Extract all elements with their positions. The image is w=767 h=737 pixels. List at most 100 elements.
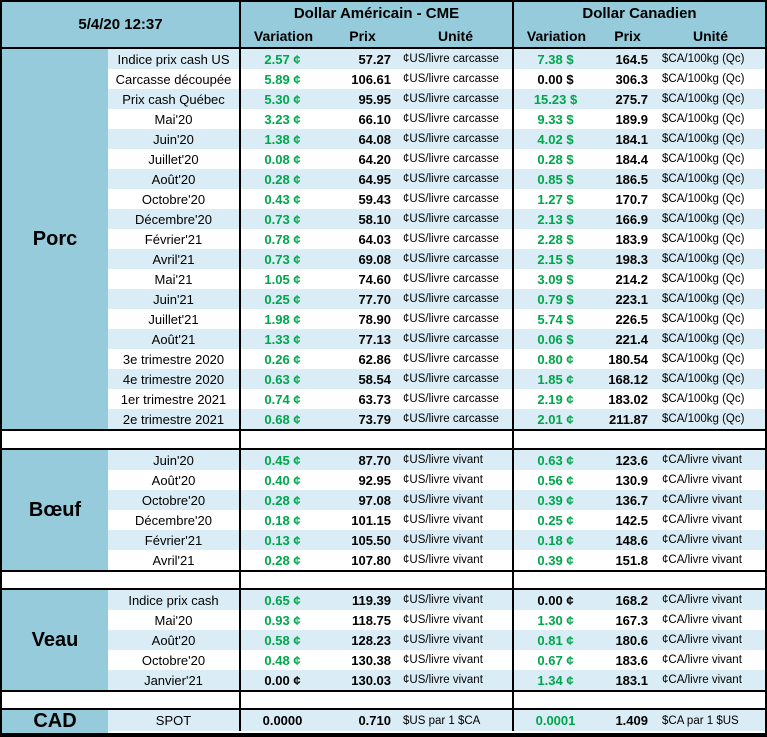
us-unit-cell: ¢US/livre vivant (403, 534, 483, 546)
row-label-cell: Décembre'20 (135, 211, 212, 227)
ca-unit-cell: ¢CA/livre vivant (662, 514, 742, 526)
us-variation-cell: 0.28 ¢ (239, 550, 324, 570)
ca-unit-cell: ¢CA/livre vivant (662, 614, 742, 626)
us-variation-cell: 0.0000 (239, 710, 324, 731)
us-variation-cell: 0.28 ¢ (239, 169, 324, 189)
row-label-cell: Indice prix cash (128, 592, 219, 608)
ca-unit-cell: ¢CA/livre vivant (662, 554, 742, 566)
us-variation-cell: 1.98 ¢ (239, 309, 324, 329)
table-header: 5/4/20 12:37 Dollar Américain - CME Vari… (2, 2, 765, 47)
ca-unit-cell: ¢CA/livre vivant (662, 454, 742, 466)
report-datetime: 5/4/20 12:37 (78, 16, 163, 33)
us-variation-cell: 0.13 ¢ (239, 530, 324, 550)
ca-variation-cell: 0.28 $ (512, 149, 597, 169)
ca-variation-cell: 1.27 $ (512, 189, 597, 209)
ca-unit-cell: ¢CA/livre vivant (662, 534, 742, 546)
row-label-cell: Décembre'20 (135, 512, 212, 528)
ca-price-cell: 184.4 (615, 151, 648, 167)
separator-cell (2, 431, 239, 448)
ca-unit-cell: $CA/100kg (Qc) (662, 173, 745, 185)
row-label-cell: Octobre'20 (141, 492, 206, 508)
ca-unit-cell: $CA/100kg (Qc) (662, 113, 745, 125)
ca-price-cell: 183.02 (608, 391, 648, 407)
ca-unit-cell: $CA/100kg (Qc) (662, 393, 745, 405)
us-price-cell: 97.08 (358, 492, 391, 508)
us-dollar-group-header: Dollar Américain - CME Variation Prix Un… (239, 2, 512, 47)
us-price-cell: 69.08 (358, 251, 391, 267)
ca-price-cell: 211.87 (608, 411, 648, 427)
ca-unit-cell: $CA/100kg (Qc) (662, 193, 745, 205)
us-unit-cell: ¢US/livre vivant (403, 474, 483, 486)
separator-cell (239, 692, 512, 708)
table-row: Mai'21 1.05 ¢ 74.60 ¢US/livre carcasse 3… (108, 269, 765, 289)
table-row: Août'20 0.40 ¢ 92.95 ¢US/livre vivant 0.… (108, 470, 765, 490)
ca-variation-cell: 0.81 ¢ (512, 630, 597, 650)
table-row: Décembre'20 0.18 ¢ 101.15 ¢US/livre viva… (108, 510, 765, 530)
us-price-cell: 74.60 (358, 271, 391, 287)
ca-price-cell: 164.5 (615, 51, 648, 67)
ca-unit-cell: $CA/100kg (Qc) (662, 93, 745, 105)
table-row: Avril'21 0.73 ¢ 69.08 ¢US/livre carcasse… (108, 249, 765, 269)
ca-price-cell: 123.6 (615, 452, 648, 468)
us-unit-cell: ¢US/livre carcasse (403, 133, 499, 145)
row-label-cell: Juillet'21 (148, 311, 199, 327)
ca-price-cell: 168.12 (608, 371, 648, 387)
ca-price-cell: 183.6 (615, 652, 648, 668)
ca-unit-cell: $CA/100kg (Qc) (662, 313, 745, 325)
row-label-cell: Juin'20 (153, 452, 194, 468)
us-unit-cell: ¢US/livre carcasse (403, 153, 499, 165)
table-row: 2e trimestre 2021 0.68 ¢ 73.79 ¢US/livre… (108, 409, 765, 429)
us-variation-cell: 0.73 ¢ (239, 209, 324, 229)
separator-cell (512, 692, 765, 708)
ca-unit-cell: $CA/100kg (Qc) (662, 233, 745, 245)
us-col-header-prix: Prix (349, 28, 376, 44)
us-unit-cell: ¢US/livre vivant (403, 654, 483, 666)
ca-variation-cell: 2.15 $ (512, 249, 597, 269)
ca-variation-cell: 0.0001 (512, 710, 597, 731)
separator-row (2, 692, 765, 708)
ca-variation-cell: 15.23 $ (512, 89, 597, 109)
us-unit-cell: ¢US/livre carcasse (403, 293, 499, 305)
ca-price-cell: 170.7 (615, 191, 648, 207)
us-unit-cell: ¢US/livre carcasse (403, 233, 499, 245)
category-cell: Bœuf (2, 450, 108, 570)
ca-variation-cell: 1.85 ¢ (512, 369, 597, 389)
ca-variation-cell: 5.74 $ (512, 309, 597, 329)
ca-price-cell: 180.54 (608, 351, 648, 367)
us-variation-cell: 0.74 ¢ (239, 389, 324, 409)
ca-unit-cell: ¢CA/livre vivant (662, 474, 742, 486)
ca-price-cell: 151.8 (615, 552, 648, 568)
us-price-cell: 59.43 (358, 191, 391, 207)
separator-cell (2, 692, 239, 708)
row-label-cell: Août'20 (151, 171, 196, 187)
ca-variation-cell: 0.67 ¢ (512, 650, 597, 670)
ca-unit-cell: $CA/100kg (Qc) (662, 213, 745, 225)
ca-unit-cell: ¢CA/livre vivant (662, 594, 742, 606)
table-row: Février'21 0.78 ¢ 64.03 ¢US/livre carcas… (108, 229, 765, 249)
us-unit-cell: ¢US/livre carcasse (403, 173, 499, 185)
us-unit-cell: ¢US/livre carcasse (403, 213, 499, 225)
table-row: Août'21 1.33 ¢ 77.13 ¢US/livre carcasse … (108, 329, 765, 349)
ca-price-cell: 130.9 (615, 472, 648, 488)
us-unit-cell: ¢US/livre carcasse (403, 113, 499, 125)
us-variation-cell: 2.57 ¢ (239, 49, 324, 69)
us-price-cell: 107.80 (351, 552, 391, 568)
us-variation-cell: 3.23 ¢ (239, 109, 324, 129)
us-variation-cell: 0.48 ¢ (239, 650, 324, 670)
us-unit-cell: ¢US/livre vivant (403, 454, 483, 466)
category-cell: CAD (2, 710, 108, 733)
ca-unit-cell: $CA/100kg (Qc) (662, 293, 745, 305)
ca-variation-cell: 0.56 ¢ (512, 470, 597, 490)
us-price-cell: 62.86 (358, 351, 391, 367)
ca-variation-cell: 0.00 $ (512, 69, 597, 89)
commodity-section: CAD SPOT 0.0000 0.710 $US par 1 $CA 0.00… (2, 708, 765, 735)
row-label-cell: Février'21 (144, 231, 203, 247)
us-variation-cell: 0.40 ¢ (239, 470, 324, 490)
table-row: Carcasse découpée 5.89 ¢ 106.61 ¢US/livr… (108, 69, 765, 89)
separator-cell (239, 431, 512, 448)
us-variation-cell: 5.30 ¢ (239, 89, 324, 109)
us-col-header-unite: Unité (438, 28, 473, 44)
us-variation-cell: 1.38 ¢ (239, 129, 324, 149)
ca-price-cell: 275.7 (615, 91, 648, 107)
